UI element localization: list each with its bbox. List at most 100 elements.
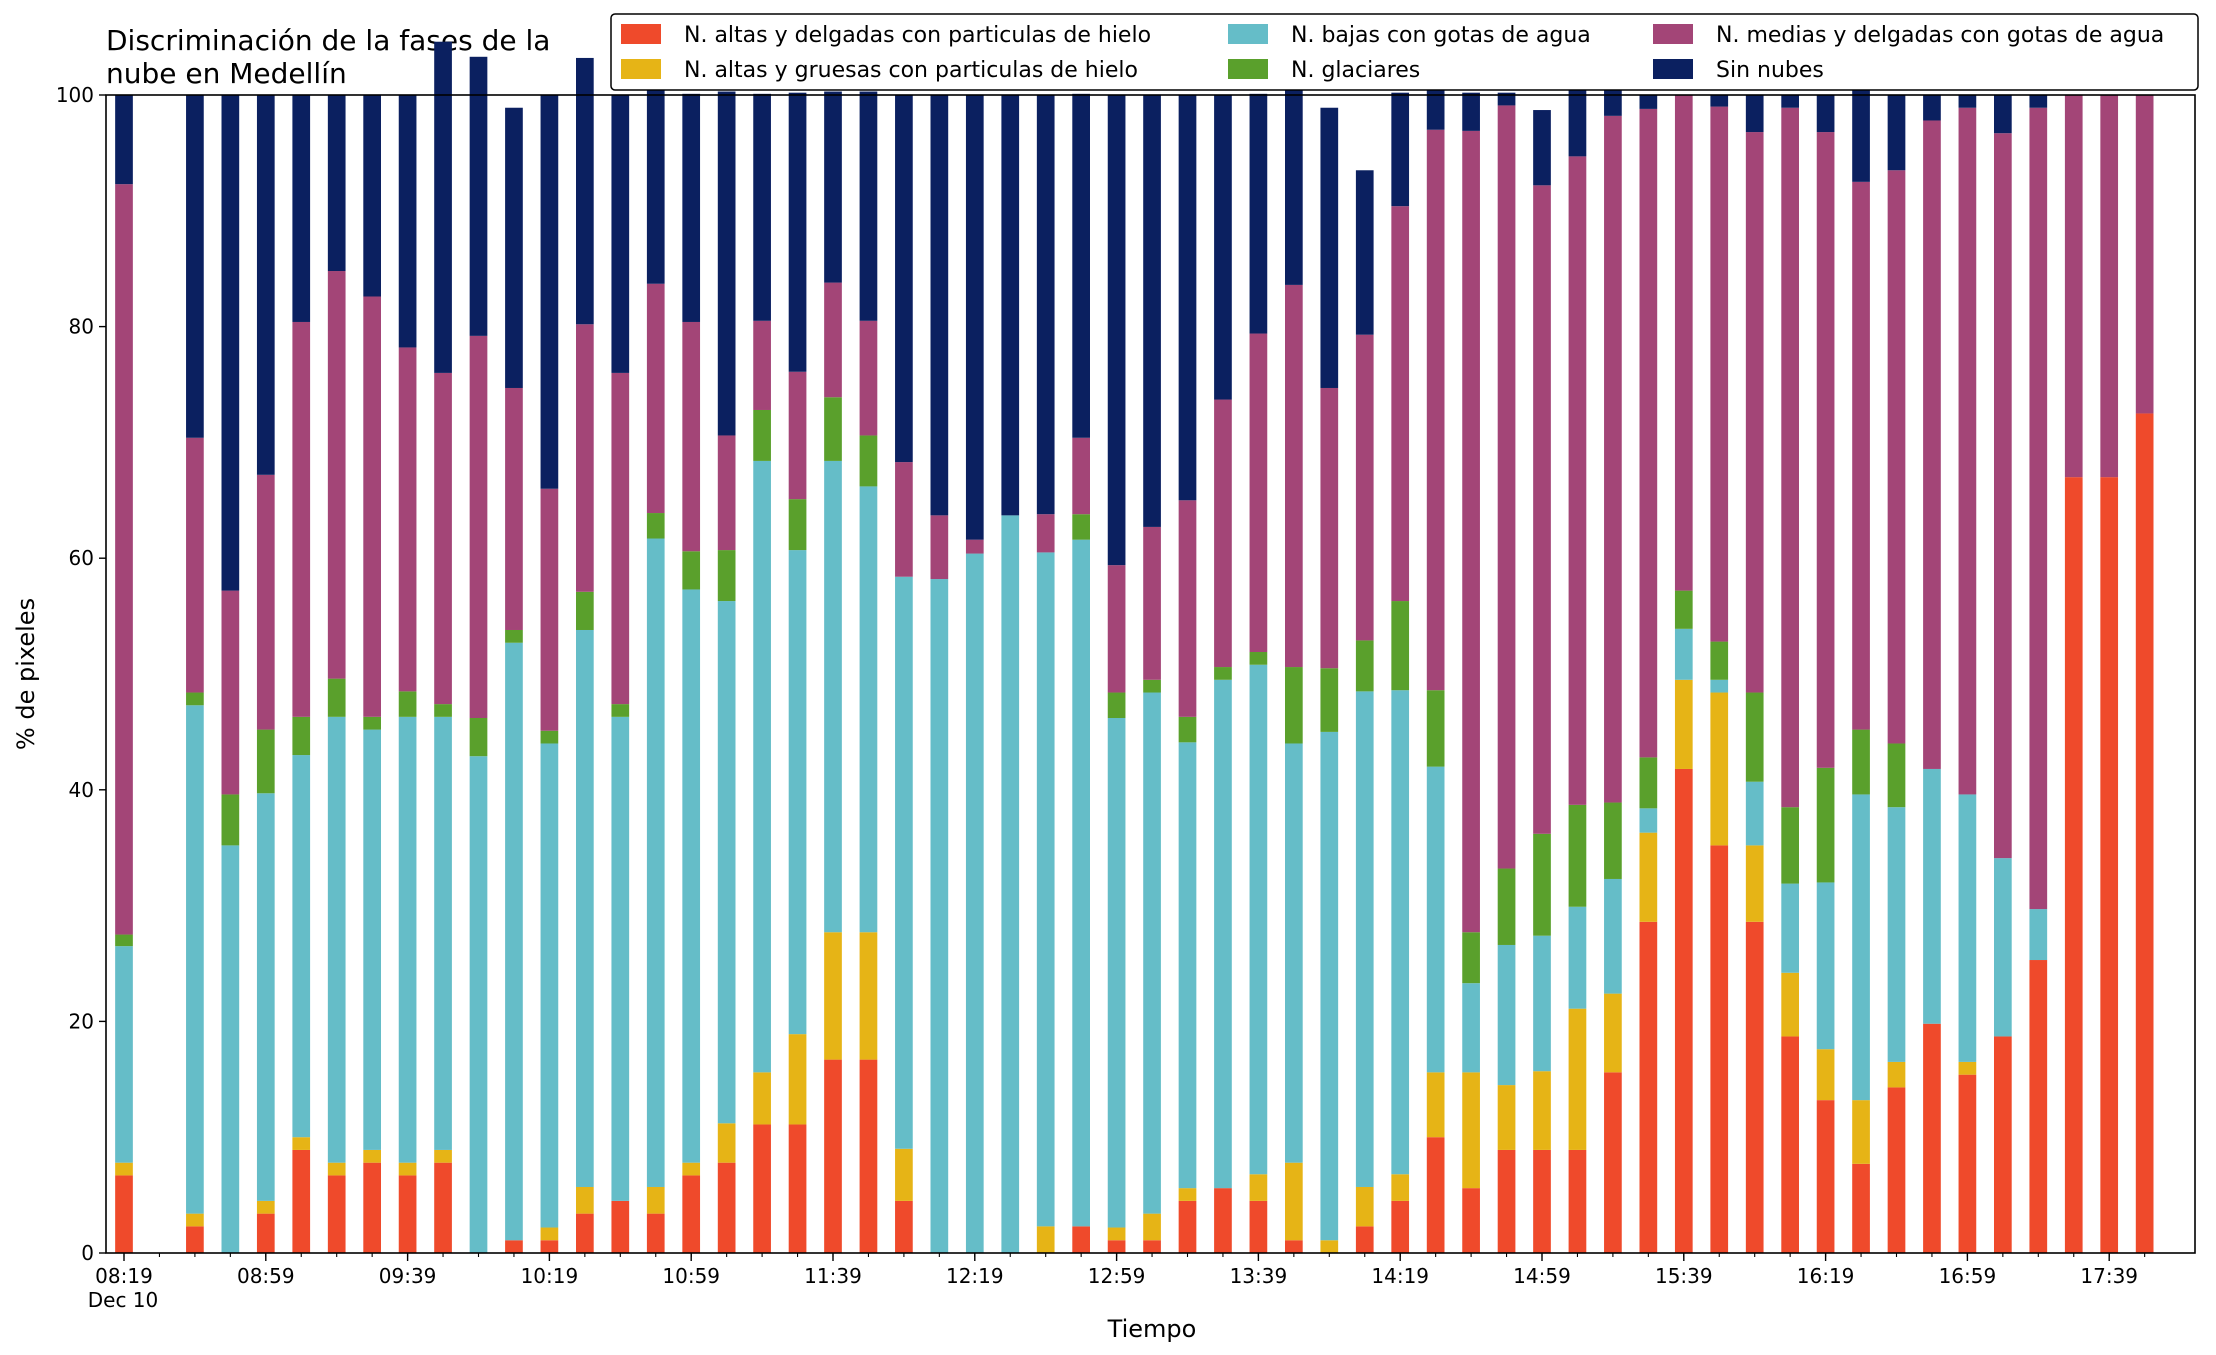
bar-segment	[186, 437, 204, 693]
bar-segment	[1320, 107, 1339, 388]
bar-segment	[1958, 1061, 1977, 1075]
bar-segment	[1320, 668, 1339, 732]
legend-swatch	[1228, 59, 1268, 79]
bar-segment	[327, 1162, 346, 1176]
bar-segment	[1639, 757, 1658, 809]
bar-segment	[646, 283, 665, 514]
bar-segment	[327, 95, 346, 272]
legend-label: N. bajas con gotas de agua	[1291, 23, 1591, 48]
bar-segment	[1887, 95, 1906, 171]
bar-segment	[1710, 845, 1729, 1253]
bar-segment	[115, 95, 133, 185]
bar-segment	[2100, 95, 2119, 478]
bar-segment	[221, 95, 240, 591]
x-tick-label: 13:39	[1230, 1264, 1288, 1288]
bar-segment	[1426, 90, 1445, 130]
x-tick-label: 17:39	[2080, 1264, 2138, 1288]
x-tick-label: 10:59	[662, 1264, 720, 1288]
bar-segment	[1568, 156, 1587, 805]
bar-segment	[1285, 1240, 1303, 1253]
bar-segment	[753, 409, 771, 461]
bar-segment	[1852, 1163, 1870, 1253]
bar-segment	[1249, 1200, 1268, 1253]
bar-segment	[221, 794, 240, 846]
bar-segment	[540, 1240, 559, 1253]
bar-segment	[1462, 983, 1480, 1073]
bar-segment	[1852, 181, 1870, 730]
bar-segment	[1887, 807, 1906, 1062]
bar-segment	[1816, 767, 1835, 883]
bar-segment	[398, 347, 417, 692]
bar-segment	[434, 704, 452, 717]
bar-segment	[1001, 95, 1020, 516]
bar-segment	[859, 486, 878, 933]
bar-segment	[2064, 477, 2083, 1253]
x-tick-label: 10:19	[521, 1264, 579, 1288]
bar-segment	[469, 756, 488, 1253]
bar-segment	[1462, 1072, 1480, 1189]
bar-segment	[2135, 413, 2154, 1253]
bar-segment	[292, 321, 311, 717]
bar-segment	[1497, 1149, 1516, 1253]
bar-segment	[824, 1059, 842, 1253]
bar-segment	[1355, 1226, 1374, 1253]
bar-segment	[505, 1240, 523, 1253]
bar-segment	[1072, 93, 1090, 438]
bar-segment	[1462, 932, 1480, 984]
legend-label: N. altas y gruesas con particulas de hie…	[684, 58, 1138, 83]
bar-segment	[327, 678, 346, 717]
bar-segment	[1178, 716, 1197, 743]
bar-segment	[1143, 1240, 1161, 1253]
bar-segment	[646, 513, 665, 539]
bar-segment	[292, 1137, 311, 1150]
bar-segment	[1143, 679, 1161, 693]
bar-segment	[256, 729, 275, 794]
bar-segment	[1391, 92, 1410, 207]
bar-segment	[611, 372, 630, 705]
bar-segment	[1745, 921, 1764, 1253]
bar-segment	[824, 91, 842, 283]
bar-segment	[186, 1226, 204, 1253]
x-tick-label: 08:19	[95, 1264, 153, 1288]
bar-segment	[1745, 845, 1764, 922]
bar-segment	[753, 1072, 771, 1125]
bar-segment	[1143, 692, 1161, 1214]
bar-segment	[1143, 526, 1161, 680]
bar-segment	[682, 321, 701, 552]
bar-segment	[1674, 679, 1693, 769]
bar-segment	[1426, 1072, 1445, 1138]
bar-segment	[1568, 1149, 1587, 1253]
bar-segment	[859, 1059, 878, 1253]
bar-segment	[292, 95, 311, 322]
bar-segment	[398, 716, 417, 1163]
x-tick-label: 12:19	[946, 1264, 1004, 1288]
bar-segment	[1887, 1087, 1906, 1253]
bar-segment	[186, 705, 204, 1214]
bar-segment	[256, 793, 275, 1201]
bar-segment	[1426, 690, 1445, 767]
bar-segment	[363, 716, 381, 730]
bar-segment	[824, 397, 842, 461]
bar-segment	[1852, 729, 1870, 795]
bar-segment	[1994, 95, 2012, 134]
bar-segment	[1568, 906, 1587, 1009]
bar-segment	[1001, 515, 1020, 1253]
bar-segment	[788, 1124, 807, 1253]
bar-segment	[327, 1175, 346, 1253]
bar-segment	[540, 488, 559, 731]
y-tick-label: 40	[69, 778, 94, 802]
bar-segment	[753, 320, 771, 410]
bar-segment	[1462, 130, 1480, 933]
bar-segment	[1285, 284, 1303, 668]
bar-segment	[1533, 1149, 1551, 1253]
legend-label: N. altas y delgadas con particulas de hi…	[684, 23, 1151, 48]
bar-segment	[1249, 93, 1268, 334]
bar-segment	[1391, 206, 1410, 602]
bar-segment	[1781, 883, 1799, 973]
bar-segment	[327, 716, 346, 1163]
bar-segment	[1497, 1085, 1516, 1150]
bar-segment	[1285, 81, 1303, 285]
bar-segment	[1249, 1174, 1268, 1201]
bar-segment	[1036, 1226, 1055, 1253]
